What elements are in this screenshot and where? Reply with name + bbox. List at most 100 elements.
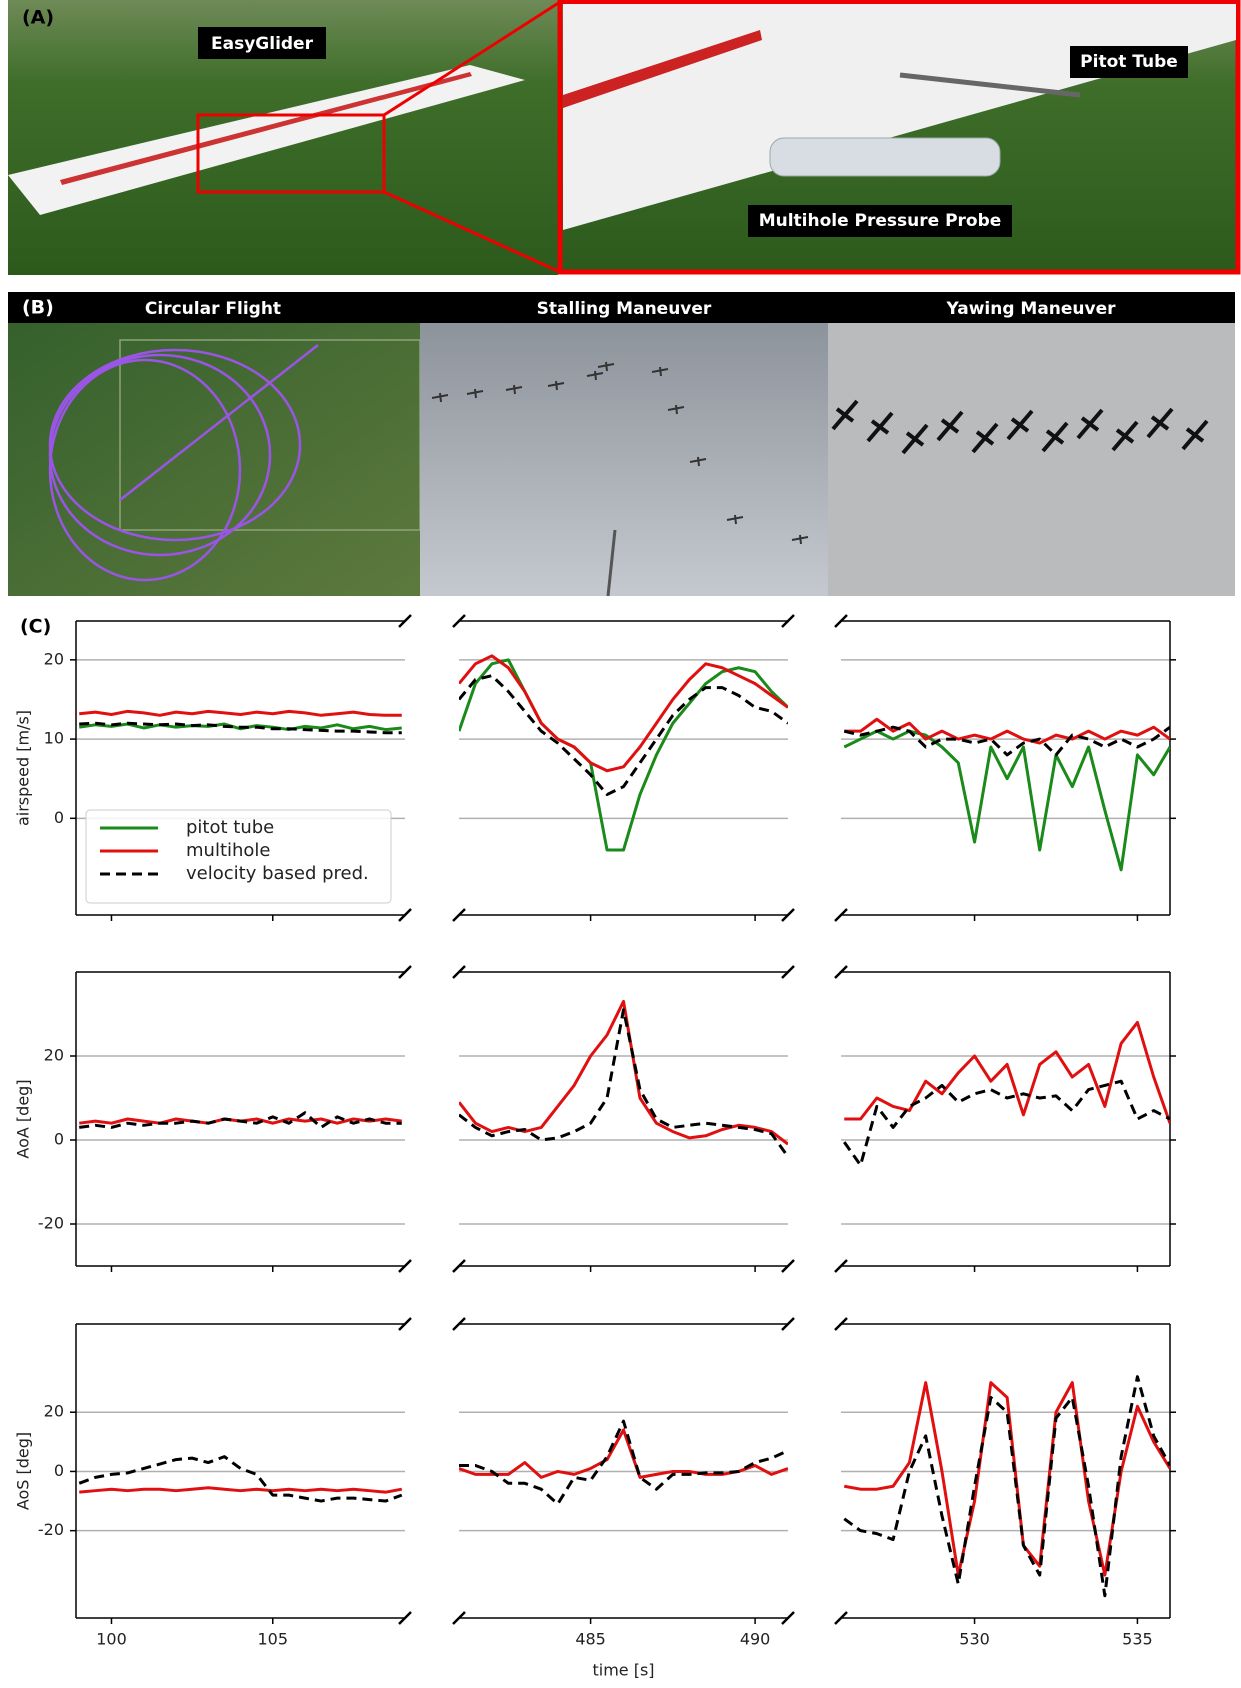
axis-break bbox=[781, 1611, 795, 1625]
photo-title: Stalling Maneuver bbox=[537, 299, 712, 319]
chart: -20 0 20 100 105 AoS [deg] bbox=[14, 1317, 412, 1649]
panel-label: (A) bbox=[22, 7, 54, 29]
axis-break bbox=[781, 908, 795, 922]
glider bbox=[667, 404, 685, 415]
photo-title: Circular Flight bbox=[145, 299, 281, 319]
photo-aerial bbox=[8, 323, 420, 596]
photo-title: Yawing Maneuver bbox=[945, 299, 1116, 319]
glider bbox=[1181, 419, 1209, 451]
panel-a: (A) EasyGlider Pitot Tube Multihole Pres… bbox=[8, 0, 1241, 275]
chart bbox=[452, 965, 795, 1273]
series-line bbox=[843, 1079, 1170, 1167]
panel-label: (C) bbox=[20, 616, 51, 638]
series-line bbox=[79, 709, 402, 717]
glider bbox=[791, 534, 809, 545]
chart bbox=[834, 965, 1176, 1273]
chart bbox=[834, 614, 1176, 922]
probe bbox=[769, 137, 1001, 177]
series-line bbox=[79, 722, 402, 732]
annotation: EasyGlider bbox=[211, 34, 314, 54]
glider bbox=[971, 422, 999, 454]
annotation-box bbox=[1070, 46, 1188, 78]
axis-break bbox=[452, 1259, 466, 1273]
series-line bbox=[79, 1486, 403, 1494]
series-line bbox=[844, 1020, 1170, 1124]
series-line bbox=[459, 674, 788, 797]
chart: 485 490 time [s] bbox=[452, 1317, 795, 1680]
wing-zoom bbox=[563, 4, 1236, 230]
axis-break bbox=[834, 1317, 848, 1331]
axis-break bbox=[398, 1259, 412, 1273]
chart bbox=[452, 614, 795, 922]
series-line bbox=[843, 1375, 1170, 1598]
y-tick-label: 20 bbox=[44, 1046, 64, 1065]
glider bbox=[726, 514, 744, 525]
y-axis-label: AoS [deg] bbox=[14, 1432, 33, 1510]
glider bbox=[547, 380, 565, 391]
axis-break bbox=[452, 965, 466, 979]
annotation-box bbox=[198, 27, 326, 59]
glider bbox=[1076, 408, 1104, 440]
axis-break bbox=[781, 1259, 795, 1273]
series-line bbox=[78, 1455, 403, 1503]
annotation: Pitot Tube bbox=[1080, 52, 1178, 72]
glider bbox=[466, 388, 484, 399]
wing-stripe bbox=[563, 30, 762, 108]
axis-break bbox=[834, 908, 848, 922]
y-tick-label: 20 bbox=[44, 649, 64, 668]
y-tick-label: 0 bbox=[54, 808, 64, 827]
axis-break bbox=[398, 908, 412, 922]
y-tick-label: -20 bbox=[38, 1520, 64, 1539]
series-line bbox=[459, 658, 788, 852]
series-line bbox=[843, 729, 1170, 872]
chart: -20 0 20 AoA [deg] bbox=[14, 965, 412, 1273]
axis-break bbox=[834, 1259, 848, 1273]
series-line bbox=[79, 1111, 402, 1129]
annotation-box bbox=[748, 205, 1012, 237]
series-line bbox=[843, 725, 1170, 757]
axis-break bbox=[781, 614, 795, 628]
y-tick-label: 0 bbox=[54, 1130, 64, 1149]
glider bbox=[831, 399, 859, 431]
zoom-line bbox=[383, 0, 561, 117]
photo-yaw bbox=[828, 323, 1235, 596]
y-axis-label: airspeed [m/s] bbox=[14, 710, 33, 826]
axis-break bbox=[834, 965, 848, 979]
glider bbox=[936, 410, 964, 442]
axis-break bbox=[834, 614, 848, 628]
x-tick-label: 485 bbox=[575, 1630, 606, 1649]
glider bbox=[1041, 421, 1069, 453]
legend-label: pitot tube bbox=[186, 817, 274, 838]
glider bbox=[689, 456, 707, 467]
glider bbox=[866, 411, 894, 443]
y-tick-label: 10 bbox=[44, 729, 64, 748]
annotation: Multihole Pressure Probe bbox=[759, 211, 1002, 231]
axis-break bbox=[398, 614, 412, 628]
glider bbox=[505, 384, 523, 395]
series-line bbox=[459, 1008, 788, 1158]
flight-path bbox=[119, 344, 319, 501]
axis-break bbox=[834, 1611, 848, 1625]
zoom-box bbox=[196, 113, 386, 194]
axis-break bbox=[781, 1317, 795, 1331]
glider bbox=[597, 361, 615, 372]
series-line bbox=[79, 721, 402, 735]
glider bbox=[586, 370, 604, 381]
legend-label: multihole bbox=[186, 840, 271, 861]
chart: 0 10 20 airspeed [m/s] pitot tubemultiholeve… bbox=[14, 614, 412, 922]
wing bbox=[8, 65, 525, 215]
x-tick-label: 100 bbox=[96, 1630, 127, 1649]
x-tick-label: 105 bbox=[257, 1630, 288, 1649]
glider bbox=[651, 366, 669, 377]
y-tick-label: 20 bbox=[44, 1402, 64, 1421]
zoom-line bbox=[383, 190, 561, 274]
x-axis-label: time [s] bbox=[592, 1661, 654, 1680]
axis-break bbox=[452, 908, 466, 922]
x-tick-label: 535 bbox=[1122, 1630, 1153, 1649]
flight-path bbox=[48, 348, 302, 542]
axis-break bbox=[398, 965, 412, 979]
chart: 530 535 bbox=[834, 1317, 1176, 1649]
pitot-tube bbox=[899, 72, 1081, 98]
y-axis-label: AoA [deg] bbox=[14, 1079, 33, 1158]
